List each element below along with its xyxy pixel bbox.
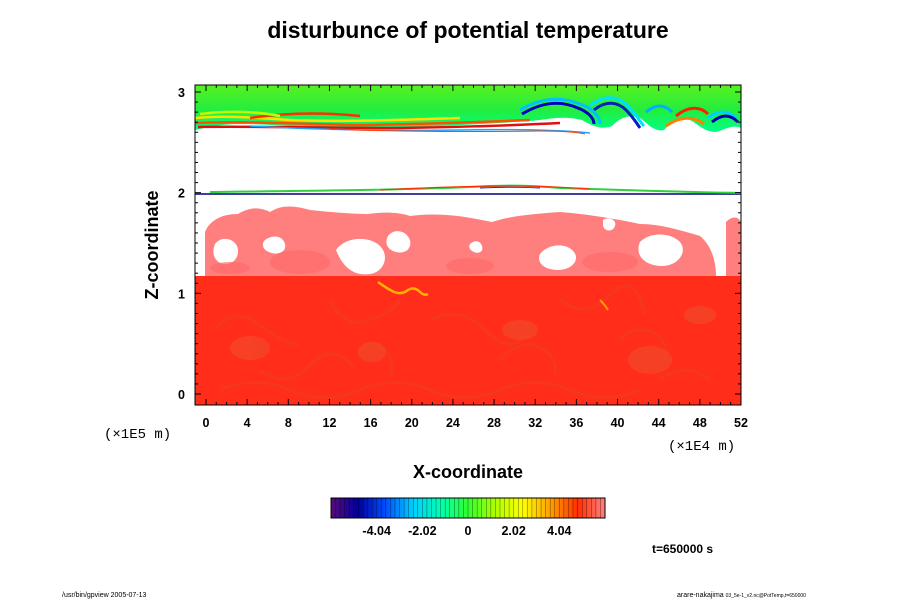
upper-layer-waves	[519, 96, 740, 129]
y-axis-label: Z-coordinate	[142, 190, 162, 299]
plot-area	[195, 85, 741, 405]
x-tick-label: 20	[405, 416, 419, 430]
x-tick-label: 0	[203, 416, 210, 430]
hot-filament-right	[599, 299, 609, 311]
x-tick-label: 24	[446, 416, 460, 430]
x-tick-label: 8	[285, 416, 292, 430]
x-tick-label: 36	[569, 416, 583, 430]
red-layer-blobs	[230, 306, 716, 374]
footer-right-source: 03_5e-1_v2.nc@PotTemp,t=650000	[726, 593, 806, 599]
y-tick-label: 1	[178, 287, 185, 301]
x-tick-label: 4	[244, 416, 251, 430]
x-tick-label: 28	[487, 416, 501, 430]
colorbar-label: -4.04	[362, 524, 391, 538]
y-tick-label: 0	[178, 388, 185, 402]
upper-layer-stripes	[195, 110, 561, 130]
colorbar-ticks	[330, 498, 606, 518]
plot-frame	[194, 84, 742, 406]
colorbar-label: -2.02	[408, 524, 437, 538]
colorbar-label: 0	[465, 524, 472, 538]
x-axis-unit: (×1E4 m)	[668, 439, 735, 455]
x-tick-label: 48	[693, 416, 707, 430]
x-tick-label: 16	[364, 416, 378, 430]
time-annotation: t=650000 s	[652, 542, 713, 556]
y-axis-unit: (×1E5 m)	[104, 427, 171, 443]
footer-right: arare-nakajima 03_5e-1_v2.nc@PotTemp,t=6…	[677, 592, 806, 599]
x-tick-label: 52	[734, 416, 748, 430]
upper-layer-lower-edge	[249, 125, 591, 134]
footer-left: /usr/bin/gpview 2005-07-13	[62, 592, 147, 599]
hot-filament-left	[377, 280, 429, 296]
colorbar-labels: -4.04 -2.02 0 2.02 4.04	[362, 524, 571, 538]
footer-right-author: arare-nakajima	[677, 592, 724, 599]
x-tick-label: 32	[528, 416, 542, 430]
chart-title: disturbunce of potential temperature	[267, 17, 668, 43]
y-tick-label: 2	[178, 187, 185, 201]
y-axis: 0 1 2 3	[178, 86, 741, 402]
x-axis-label: X-coordinate	[413, 462, 523, 482]
colorbar-label: 2.02	[501, 524, 525, 538]
x-axis: 0 4 8 12 16 20 24 28 32 36 40 44 48 52	[203, 85, 748, 430]
pink-layer-shading	[210, 250, 638, 274]
x-tick-label: 12	[323, 416, 337, 430]
colorbar: -4.04 -2.02 0 2.02 4.04	[330, 497, 606, 538]
pink-layer-holes	[213, 218, 683, 275]
colorbar-label: 4.04	[547, 524, 571, 538]
x-tick-label: 40	[611, 416, 625, 430]
x-tick-label: 44	[652, 416, 666, 430]
y-tick-label: 3	[178, 86, 185, 100]
interface-band	[195, 184, 741, 195]
